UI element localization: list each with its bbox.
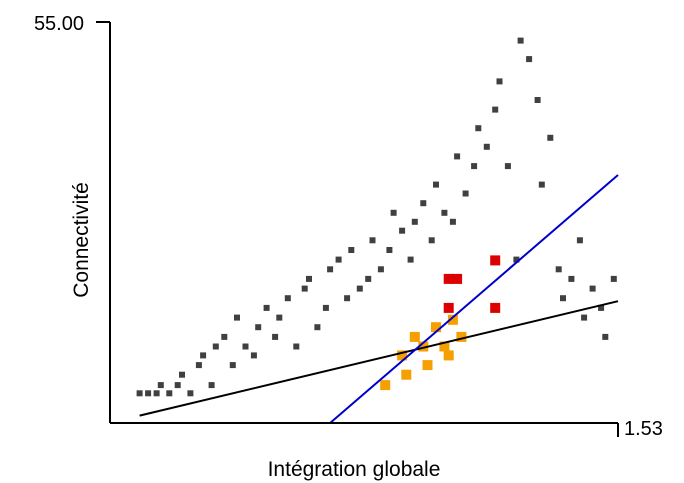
data-point: [377, 266, 384, 273]
data-point: [229, 362, 236, 369]
data-point: [187, 390, 194, 397]
data-point: [526, 56, 533, 63]
data-point: [306, 275, 312, 282]
data-point: [411, 218, 418, 225]
data-point: [344, 295, 351, 302]
data-point: [234, 314, 240, 321]
data-point: [284, 295, 291, 302]
data-point: [386, 247, 393, 253]
data-point: [428, 237, 435, 244]
data-point: [255, 324, 262, 331]
data-point: [431, 322, 441, 333]
data-point: [272, 333, 279, 340]
y-axis-label: Connectivité: [70, 182, 93, 298]
data-point: [301, 285, 308, 292]
data-point: [443, 273, 454, 284]
y-tick-label: 55.00: [34, 13, 84, 35]
data-point: [250, 352, 257, 359]
data-point: [547, 134, 554, 141]
data-point: [221, 333, 228, 340]
data-point: [589, 285, 596, 292]
data-point: [418, 341, 429, 352]
data-point: [517, 37, 524, 44]
data-point: [263, 304, 270, 311]
data-point: [242, 343, 249, 350]
data-point: [610, 275, 617, 282]
data-point: [136, 390, 143, 397]
data-point: [560, 295, 566, 302]
data-point: [322, 304, 329, 311]
data-point: [179, 371, 185, 378]
data-point: [513, 256, 520, 263]
data-point: [496, 78, 503, 85]
data-point: [449, 218, 456, 225]
data-point: [538, 181, 545, 188]
data-point: [475, 125, 482, 132]
regression-line: [329, 174, 619, 424]
data-point: [390, 209, 397, 216]
data-point: [568, 275, 575, 282]
data-point: [157, 382, 164, 389]
data-point: [397, 350, 408, 361]
data-point: [293, 343, 300, 350]
data-point: [462, 190, 469, 197]
data-point: [401, 369, 412, 380]
data-point: [483, 143, 490, 150]
data-point: [471, 163, 478, 170]
data-point: [212, 343, 219, 350]
data-point: [348, 247, 355, 253]
data-point: [420, 200, 427, 207]
data-point: [369, 237, 376, 244]
data-point: [581, 314, 588, 321]
data-point: [492, 106, 499, 113]
data-point: [447, 314, 458, 325]
data-point: [166, 390, 173, 397]
data-point: [443, 350, 454, 361]
data-point: [490, 255, 501, 266]
data-point: [399, 227, 406, 234]
data-point: [534, 97, 541, 103]
data-point: [441, 209, 448, 216]
data-point: [433, 181, 439, 188]
data-point: [490, 302, 501, 313]
data-point: [422, 360, 433, 371]
data-point: [443, 302, 454, 313]
data-point: [356, 285, 363, 292]
data-point: [153, 390, 160, 397]
data-point: [504, 163, 511, 170]
data-point: [208, 382, 215, 389]
data-point: [327, 266, 334, 273]
regression-line: [139, 300, 619, 417]
data-point: [602, 333, 609, 340]
data-point: [200, 352, 207, 359]
data-point: [407, 256, 414, 263]
data-point: [380, 380, 391, 391]
data-point: [452, 273, 463, 284]
data-point: [174, 382, 181, 389]
x-axis-label: Intégration globale: [268, 458, 441, 481]
data-point: [409, 331, 420, 342]
data-point: [365, 275, 372, 282]
data-point: [576, 237, 583, 244]
data-point: [439, 341, 450, 352]
data-point: [314, 324, 321, 331]
x-tick-label: 1.53: [624, 418, 663, 440]
regression-lines: [139, 174, 619, 424]
data-point: [555, 266, 562, 273]
data-point: [598, 304, 605, 311]
data-point: [456, 331, 467, 342]
data-point: [454, 153, 461, 160]
data-point: [276, 314, 283, 321]
data-point: [195, 362, 202, 369]
data-point: [335, 256, 342, 263]
data-point: [145, 390, 152, 397]
points-layer: [136, 37, 617, 397]
